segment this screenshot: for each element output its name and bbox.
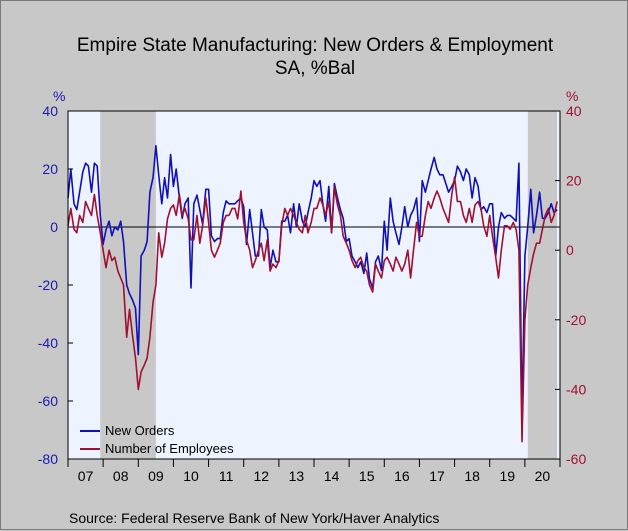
x-tick-label: 08 <box>113 468 129 484</box>
right-tick-label: 40 <box>566 103 582 119</box>
x-tick-label: 12 <box>253 468 269 484</box>
left-tick-label: 20 <box>42 161 58 177</box>
left-tick-label: -20 <box>38 277 58 293</box>
legend-label-new-orders: New Orders <box>105 423 175 438</box>
right-tick-label: 20 <box>566 173 582 189</box>
chart-title: Empire State Manufacturing: New Orders &… <box>77 35 554 56</box>
x-tick-label: 10 <box>183 468 199 484</box>
right-tick-label: -20 <box>566 312 586 328</box>
x-tick-label: 15 <box>359 468 375 484</box>
x-tick-label: 09 <box>148 468 164 484</box>
right-tick-label: -40 <box>566 381 586 397</box>
x-tick-label: 16 <box>394 468 410 484</box>
plot-area <box>67 110 561 460</box>
recession-band-1 <box>527 111 558 459</box>
x-axis: 07 08 09 10 11 12 13 14 15 16 17 18 19 20 <box>67 459 561 484</box>
source-note: Source: Federal Reserve Bank of New York… <box>69 510 439 526</box>
right-tick-label: -60 <box>566 451 586 467</box>
x-tick-label: 18 <box>464 468 480 484</box>
left-tick-label: 0 <box>50 219 58 235</box>
right-axis-unit: % <box>566 88 578 104</box>
left-tick-label: -80 <box>38 451 58 467</box>
x-tick-label: 07 <box>78 468 94 484</box>
legend: New Orders Number of Employees <box>80 423 234 456</box>
x-tick-label: 20 <box>535 468 551 484</box>
right-tick-label: 0 <box>566 242 574 258</box>
x-tick-label: 17 <box>429 468 445 484</box>
x-tick-label: 19 <box>499 468 515 484</box>
series-line-new-orders <box>67 145 558 423</box>
legend-label-employees: Number of Employees <box>105 441 234 456</box>
right-axis: 40 20 0 -20 -40 -60 <box>555 103 586 467</box>
series-line-employees <box>67 176 558 443</box>
chart-subtitle: SA, %Bal <box>275 58 355 79</box>
left-axis-unit: % <box>53 88 65 104</box>
left-tick-label: -60 <box>38 393 58 409</box>
left-tick-label: -40 <box>38 335 58 351</box>
recession-band-0 <box>100 111 156 459</box>
x-tick-label: 13 <box>289 468 305 484</box>
left-axis: 40 20 0 -20 -40 -60 -80 <box>38 103 73 467</box>
x-tick-label: 14 <box>324 468 340 484</box>
x-tick-label: 11 <box>219 468 234 484</box>
left-tick-label: 40 <box>42 103 58 119</box>
